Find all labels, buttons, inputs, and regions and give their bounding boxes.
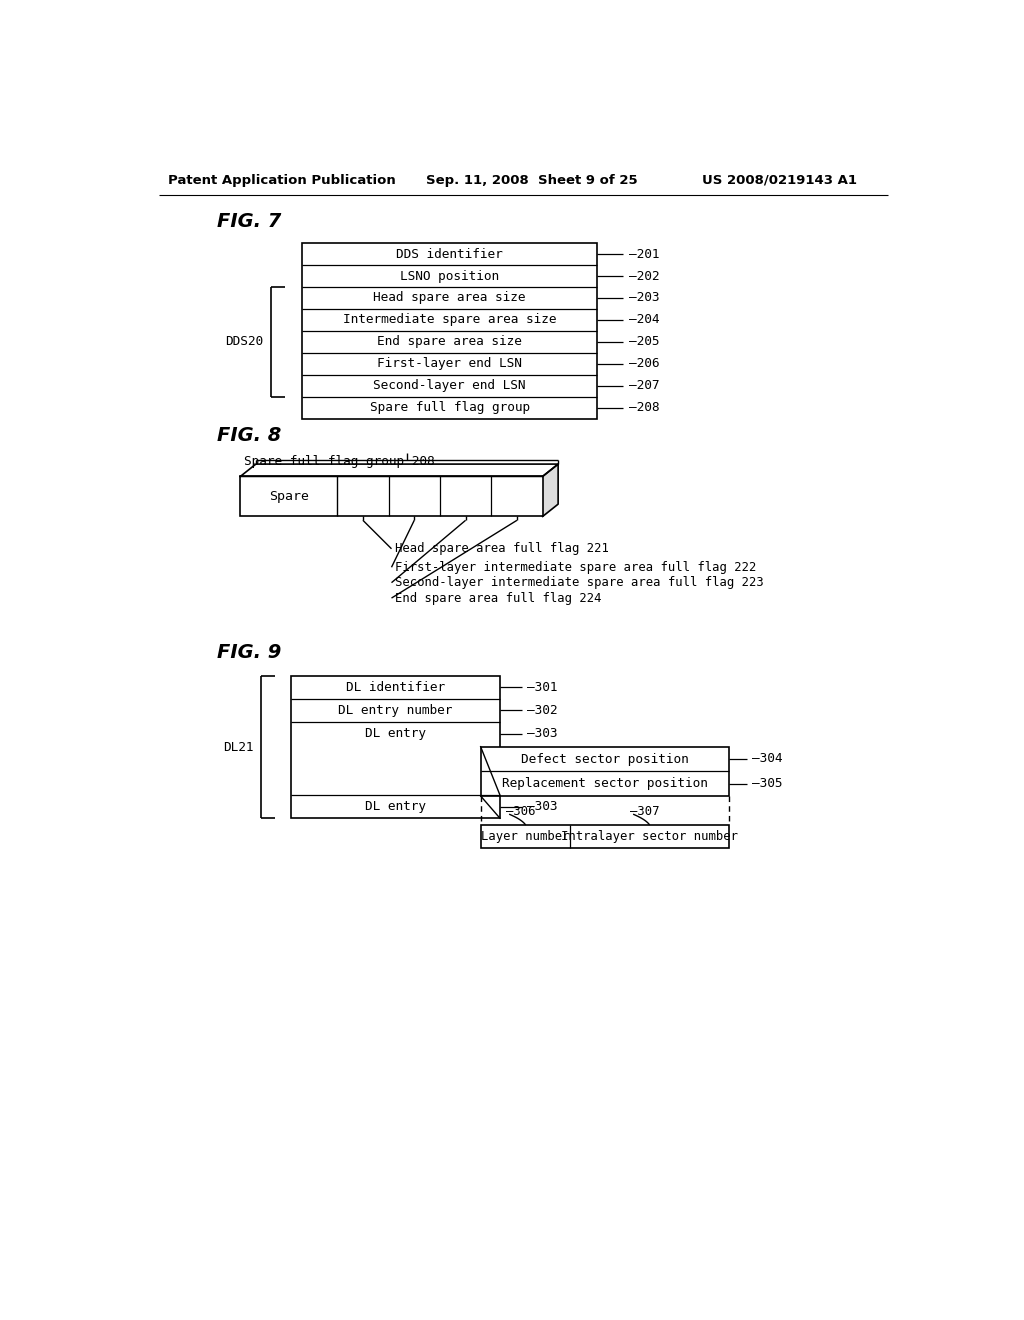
Text: LSNO position: LSNO position [400,269,499,282]
Text: US 2008/0219143 A1: US 2008/0219143 A1 [701,174,856,187]
Text: DL identifier: DL identifier [346,681,445,694]
Text: First-layer intermediate spare area full flag 222: First-layer intermediate spare area full… [395,561,757,574]
Bar [480,825,729,849]
Text: —302: —302 [527,704,558,717]
Text: —204: —204 [630,313,659,326]
Text: Defect sector position: Defect sector position [521,752,688,766]
Text: —207: —207 [630,379,659,392]
Text: End spare area full flag 224: End spare area full flag 224 [395,591,602,605]
Text: —303: —303 [527,800,558,813]
Text: Intermediate spare area size: Intermediate spare area size [343,313,556,326]
Text: —304: —304 [752,752,782,766]
Text: —303: —303 [527,727,558,741]
Text: —208: —208 [630,401,659,414]
Text: FIG. 9: FIG. 9 [217,644,282,663]
Text: FIG. 8: FIG. 8 [217,426,282,445]
Text: —202: —202 [630,269,659,282]
Text: DL entry: DL entry [365,727,426,741]
Text: DL entry: DL entry [365,800,426,813]
Text: Head spare area size: Head spare area size [374,292,526,305]
Bar [241,477,543,516]
Bar [291,676,500,818]
Polygon shape [543,465,558,516]
Text: —306: —306 [506,805,536,818]
Bar [480,747,729,796]
Polygon shape [241,465,558,477]
Text: Sep. 11, 2008  Sheet 9 of 25: Sep. 11, 2008 Sheet 9 of 25 [426,174,638,187]
Text: —201: —201 [630,248,659,260]
Text: FIG. 7: FIG. 7 [217,213,282,231]
Text: —206: —206 [630,358,659,371]
Bar [302,243,597,418]
Text: DL entry number: DL entry number [338,704,453,717]
Text: Head spare area full flag 221: Head spare area full flag 221 [395,543,609,556]
Text: DDS identifier: DDS identifier [396,248,503,260]
Text: Patent Application Publication: Patent Application Publication [168,174,396,187]
Text: —307: —307 [630,805,659,818]
Text: End spare area size: End spare area size [377,335,522,348]
Text: Replacement sector position: Replacement sector position [502,777,708,791]
Text: DL21: DL21 [223,741,254,754]
Text: Second-layer intermediate spare area full flag 223: Second-layer intermediate spare area ful… [395,576,764,589]
Text: Second-layer end LSN: Second-layer end LSN [374,379,526,392]
Text: —301: —301 [527,681,558,694]
Text: —203: —203 [630,292,659,305]
Text: Spare full flag group: Spare full flag group [370,401,529,414]
Text: First-layer end LSN: First-layer end LSN [377,358,522,371]
Text: —205: —205 [630,335,659,348]
Text: Layer number: Layer number [481,830,569,843]
Text: DDS20: DDS20 [225,335,263,348]
Text: Intralayer sector number: Intralayer sector number [561,830,737,843]
Text: Spare full flag group 208: Spare full flag group 208 [245,455,435,467]
Text: —305: —305 [752,777,782,791]
Text: Spare: Spare [269,490,309,503]
